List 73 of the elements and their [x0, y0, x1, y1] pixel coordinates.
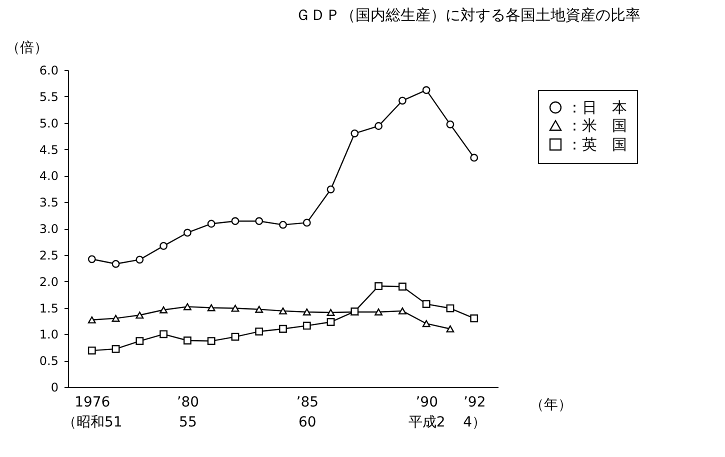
point [302, 218, 311, 227]
point [255, 306, 264, 313]
point [350, 129, 359, 138]
x-tick-label: ’92 4） [463, 394, 486, 430]
point [350, 307, 359, 316]
y-tick-label: 1.0 [39, 328, 58, 342]
point [398, 307, 406, 314]
point [279, 220, 287, 229]
y-tick-label: 2.0 [39, 274, 58, 289]
point [207, 337, 216, 345]
y-tick-label: 0 [50, 380, 58, 394]
point [422, 86, 430, 94]
y-tick-label: 3.0 [39, 222, 58, 236]
point [279, 307, 287, 314]
point [326, 318, 335, 326]
point [231, 332, 240, 341]
point [374, 122, 383, 130]
point [231, 304, 240, 312]
point [255, 217, 264, 226]
point [88, 255, 96, 264]
point [88, 316, 96, 324]
point [183, 336, 192, 344]
point [422, 300, 430, 308]
point [302, 308, 311, 316]
point [88, 346, 96, 354]
point [112, 314, 120, 322]
chart-title: ＧＤＰ（国内総生産）に対する各国土地資産の比率 [296, 6, 640, 24]
point [326, 309, 335, 316]
x-tick-label: ’90 平成2 [408, 394, 446, 430]
point [136, 337, 144, 345]
point [183, 303, 192, 310]
point [112, 260, 120, 268]
x-tick-label: 1976 （昭和51 [62, 394, 122, 430]
point [207, 220, 216, 228]
y-tick-label: 4.0 [39, 169, 58, 184]
point [279, 324, 287, 333]
point [446, 304, 454, 312]
point [160, 330, 168, 338]
y-tick-label: 4.5 [39, 142, 58, 157]
point [136, 312, 144, 319]
legend-label: ：米 国 [567, 116, 627, 134]
point [136, 256, 144, 264]
y-tick-label: 5.5 [39, 90, 58, 104]
point [326, 185, 335, 194]
point [207, 304, 216, 312]
point [446, 325, 454, 332]
point [470, 154, 478, 162]
point [422, 320, 430, 328]
y-tick-label: 5.0 [39, 116, 58, 130]
y-tick-label: 2.5 [39, 248, 58, 262]
point [374, 308, 383, 316]
point [231, 217, 240, 226]
point [302, 322, 311, 330]
y-tick-label: 6.0 [39, 64, 58, 78]
legend-label: ：英 国 [567, 136, 627, 154]
point [160, 306, 168, 314]
point [398, 282, 406, 291]
x-tick-label: ’85 60 [296, 394, 319, 430]
y-tick-label: 0.5 [39, 354, 58, 368]
legend-label: ：日 本 [567, 98, 627, 116]
point [112, 345, 120, 353]
y-axis-title: （倍） [6, 40, 48, 56]
point [446, 120, 454, 128]
y-tick-label: 1.5 [39, 301, 58, 316]
y-tick-label: 3.5 [39, 196, 58, 210]
point [183, 228, 192, 237]
point [470, 314, 478, 322]
point [160, 242, 168, 250]
x-axis-title: （年） [530, 397, 572, 413]
point [398, 96, 406, 105]
x-tick-label: ’80 55 [176, 394, 200, 430]
point [255, 328, 264, 336]
point [374, 282, 383, 290]
